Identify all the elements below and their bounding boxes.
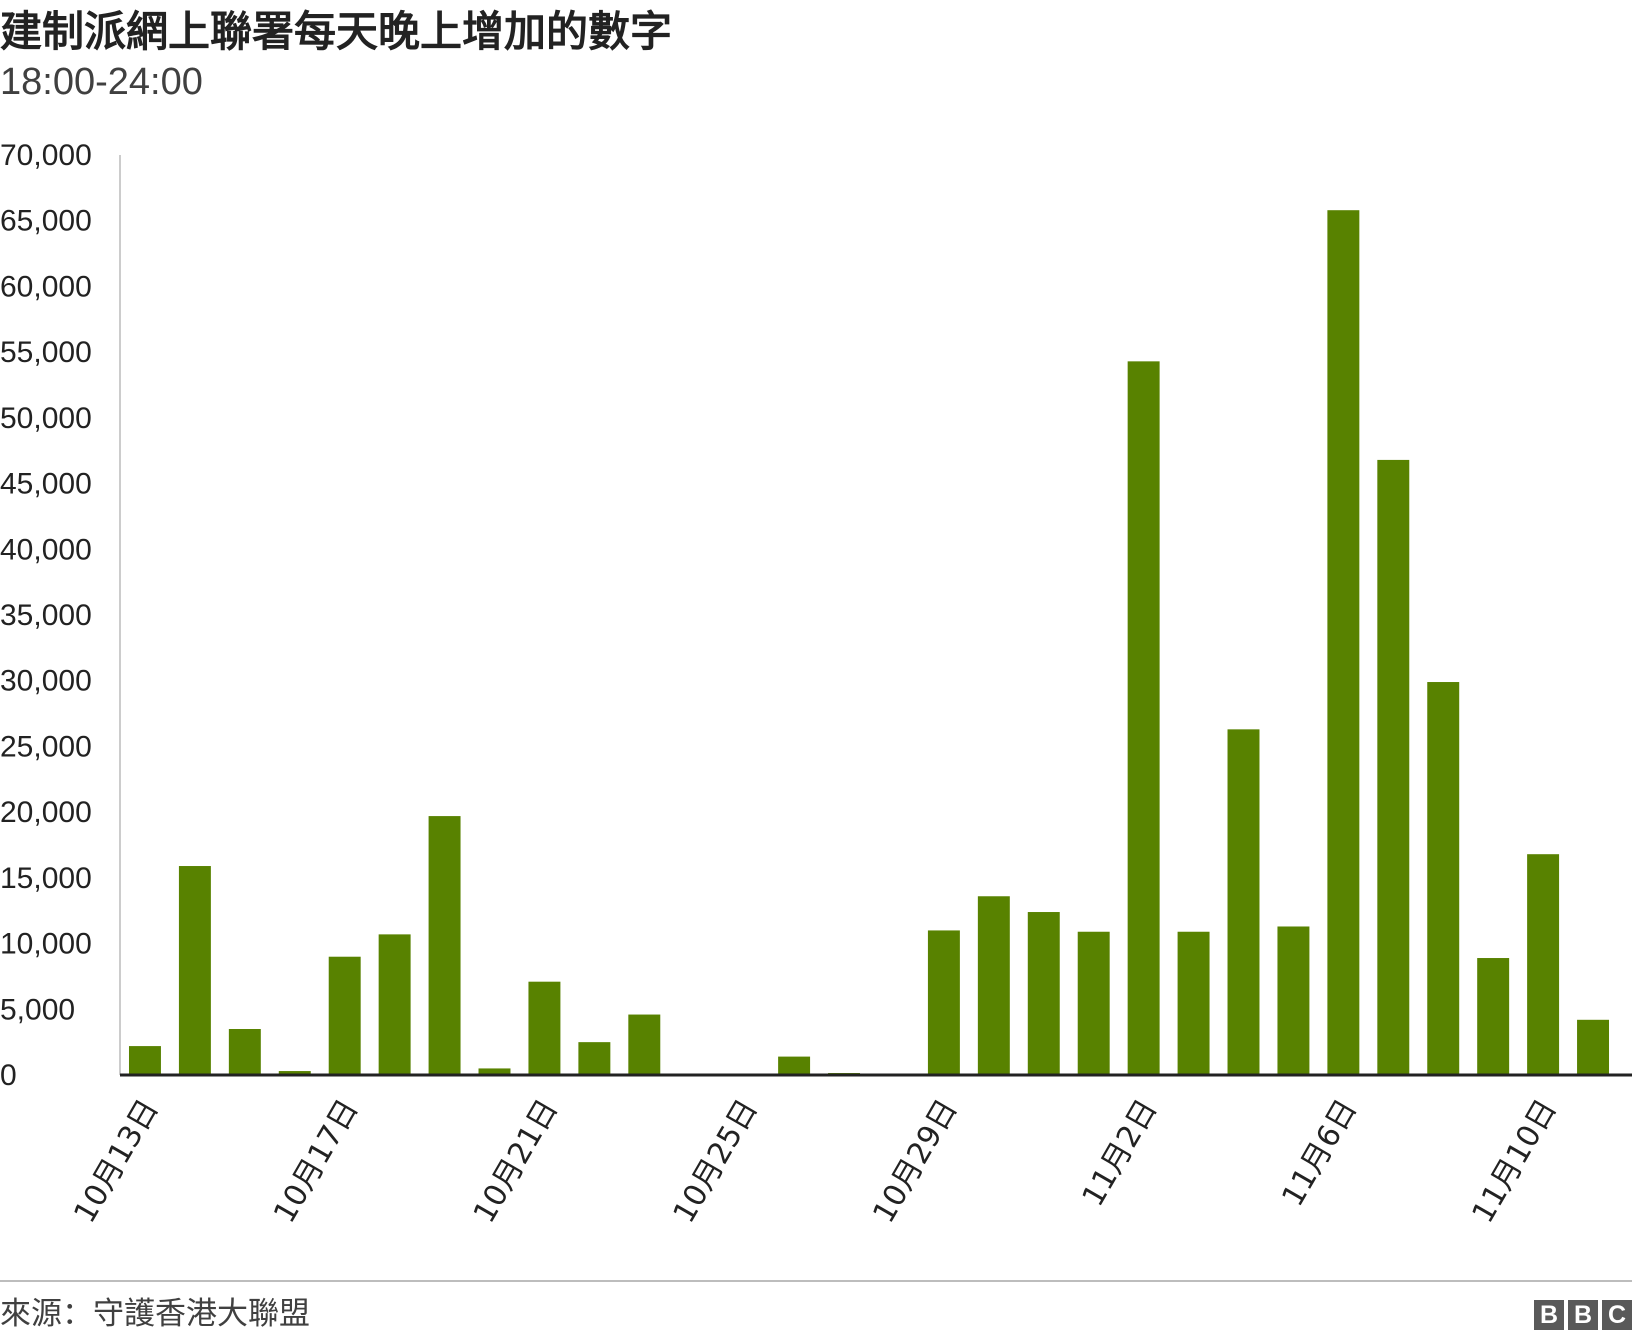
y-tick-label: 65,000: [0, 205, 92, 238]
bbc-logo: B B C: [1534, 1300, 1632, 1330]
y-tick-label: 15,000: [0, 862, 92, 895]
bar: [1577, 1019, 1610, 1075]
bbc-logo-block: B: [1534, 1300, 1564, 1330]
y-tick-label: 0: [0, 1059, 17, 1092]
y-tick-label: 45,000: [0, 468, 92, 501]
y-tick-label: 40,000: [0, 533, 92, 566]
y-tick-label: 70,000: [0, 139, 92, 172]
bar: [1477, 958, 1510, 1075]
bar: [1227, 729, 1260, 1075]
y-tick-label: 30,000: [0, 665, 92, 698]
chart-title: 建制派網上聯署每天晚上增加的數字: [0, 7, 673, 56]
bar: [178, 866, 211, 1075]
y-tick-label: 25,000: [0, 730, 92, 763]
bar: [977, 896, 1010, 1075]
y-tick-label: 50,000: [0, 402, 92, 435]
bar: [128, 1046, 161, 1075]
y-tick-label: 60,000: [0, 270, 92, 303]
bar: [1077, 931, 1110, 1075]
y-tick-label: 20,000: [0, 796, 92, 829]
bar: [328, 956, 361, 1075]
y-tick-label: 5,000: [0, 993, 75, 1026]
y-tick-label: 55,000: [0, 336, 92, 369]
bar: [228, 1029, 261, 1075]
bar-chart: 0 5,000 10,000 15,000 20,000 25,000 30,000 35,0…: [0, 139, 1632, 1230]
x-tick-label: 10月25日: [667, 1094, 765, 1230]
y-tick-label: 10,000: [0, 928, 92, 961]
bar: [927, 930, 960, 1075]
bar: [1177, 931, 1210, 1075]
chart-subtitle: 18:00-24:00: [0, 61, 203, 103]
bar: [628, 1014, 661, 1075]
x-tick-label: 11月10日: [1466, 1094, 1564, 1230]
x-tick-label: 10月17日: [267, 1094, 365, 1230]
source-note: 來源：守護香港大聯盟: [0, 1296, 310, 1332]
bar: [428, 816, 461, 1075]
bar: [1527, 854, 1560, 1075]
x-tick-label: 11月2日: [1076, 1094, 1165, 1213]
bar: [1027, 912, 1060, 1075]
x-tick-label: 10月21日: [467, 1094, 565, 1230]
footer-divider: [0, 1280, 1632, 1282]
y-tick-label: 35,000: [0, 599, 92, 632]
bar: [1427, 682, 1460, 1075]
bbc-logo-block: B: [1568, 1300, 1598, 1330]
bar: [278, 1071, 311, 1075]
bar: [378, 934, 411, 1075]
bar: [1377, 459, 1410, 1075]
bar: [1277, 926, 1310, 1075]
bar: [478, 1068, 511, 1075]
bar: [578, 1042, 611, 1075]
bar: [528, 981, 561, 1075]
bbc-logo-block: C: [1602, 1300, 1632, 1330]
bar: [1127, 361, 1160, 1075]
x-tick-label: 10月29日: [866, 1094, 964, 1230]
x-tick-label: 11月6日: [1275, 1094, 1364, 1213]
x-tick-label: 10月13日: [67, 1094, 165, 1230]
bar: [778, 1056, 811, 1075]
bar: [1327, 210, 1360, 1075]
